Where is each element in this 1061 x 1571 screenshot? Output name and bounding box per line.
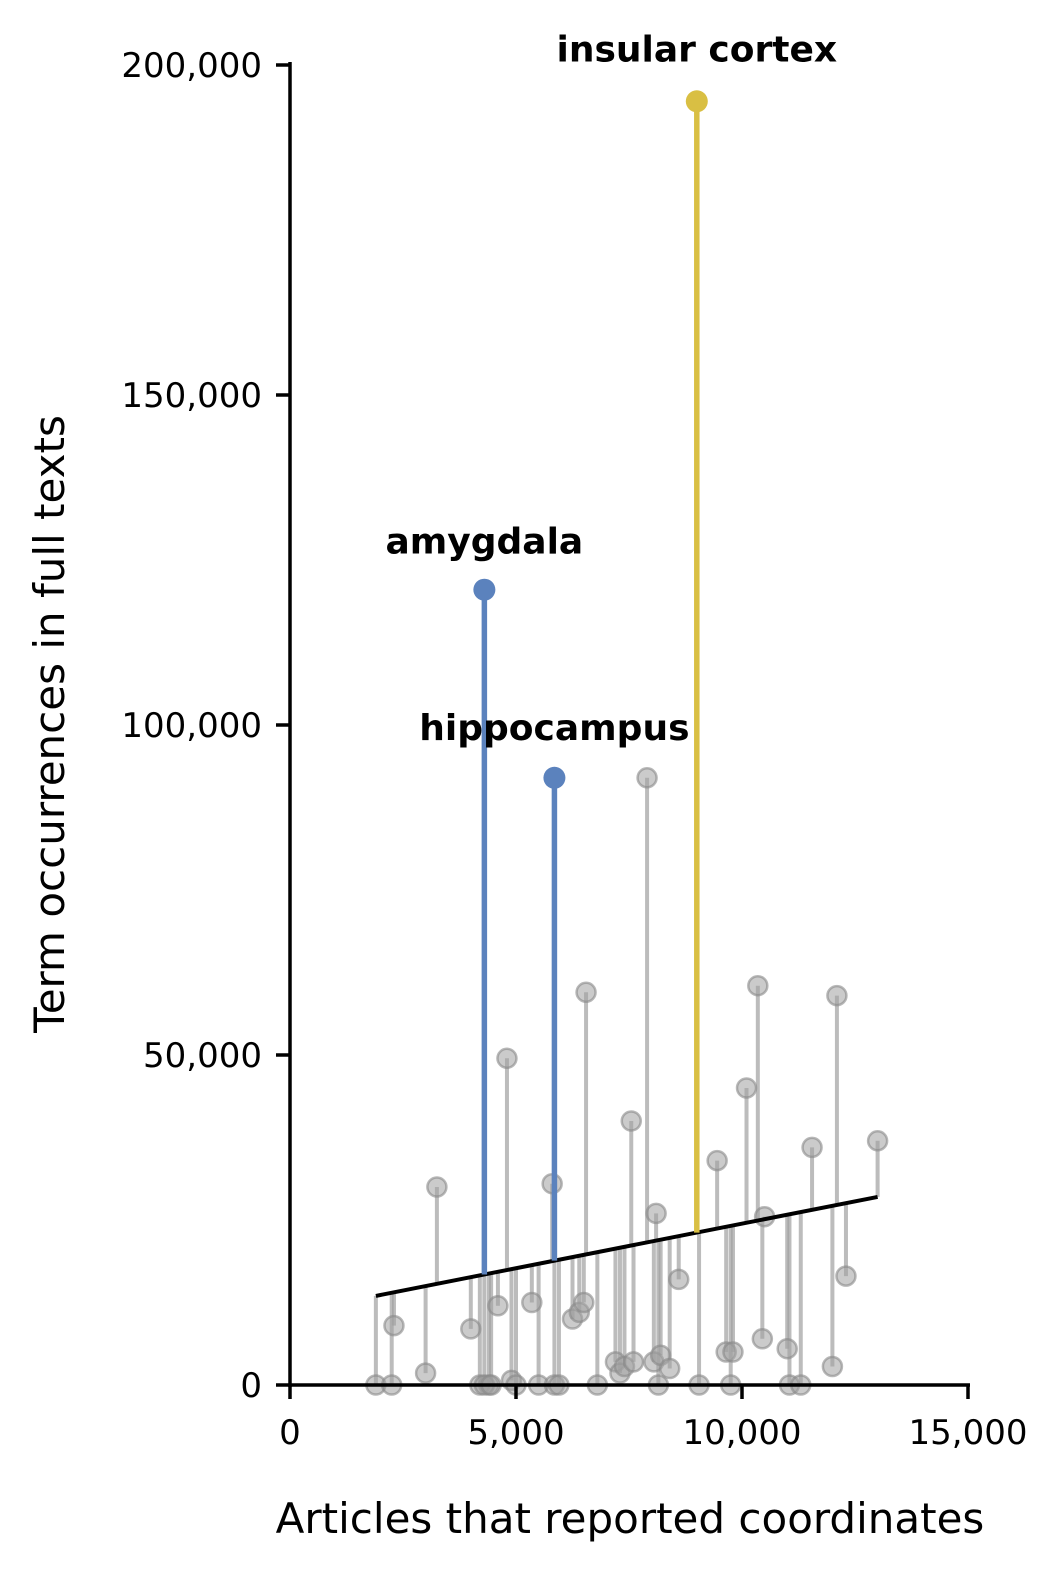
gray-point: [706, 1149, 728, 1172]
highlight-label: insular cortex: [556, 29, 837, 70]
gray-point: [487, 1295, 509, 1317]
y-tick-label: 100,000: [121, 706, 262, 746]
gray-point: [776, 1337, 798, 1360]
gray-point: [414, 1362, 437, 1384]
y-tick-label: 0: [240, 1366, 262, 1406]
y-tick-label: 150,000: [121, 376, 262, 416]
x-tick-label: 10,000: [683, 1413, 802, 1453]
gray-point: [658, 1357, 681, 1380]
gray-point: [735, 1077, 758, 1099]
gray-point: [383, 1314, 405, 1337]
gray-point: [835, 1265, 857, 1287]
gray-point: [573, 1291, 595, 1314]
gray-point: [751, 1328, 774, 1350]
highlight-point: [543, 766, 566, 789]
gray-point: [801, 1136, 823, 1159]
x-tick-label: 15,000: [909, 1413, 1028, 1453]
y-tick-label: 50,000: [143, 1036, 262, 1076]
x-tick-label: 0: [279, 1413, 301, 1453]
gray-point: [521, 1291, 543, 1314]
gray-point: [747, 974, 769, 997]
highlight-label: amygdala: [385, 522, 583, 563]
y-axis-title: Term occurrences in full texts: [25, 415, 74, 1034]
gray-point: [575, 981, 597, 1004]
gray-points-layer: [365, 767, 889, 1396]
gray-point: [722, 1341, 744, 1363]
gray-point: [622, 1351, 645, 1373]
ticks-layer: 0 5,000 10,000 15,000 0 50,000 100,000 150,000 2…: [121, 46, 1027, 1453]
trendline-layer: [375, 1194, 878, 1298]
x-tick-label: 5,000: [467, 1413, 564, 1453]
y-tick-label: 200,000: [121, 46, 262, 86]
highlight-point: [685, 90, 708, 113]
gray-point: [636, 767, 658, 789]
gray-point: [866, 1130, 889, 1152]
gray-point: [460, 1318, 482, 1340]
gray-point: [426, 1176, 448, 1198]
gray-point: [496, 1047, 518, 1070]
highlight-point: [473, 578, 496, 601]
annotations-layer: amygdala hippocampus insular cortex: [385, 29, 837, 749]
gray-point: [826, 984, 848, 1007]
gray-point: [667, 1268, 690, 1291]
trend-line: [375, 1194, 878, 1298]
gray-stems-layer: [373, 777, 880, 1385]
x-axis-title: Articles that reported coordinates: [276, 1494, 985, 1543]
gray-point: [821, 1355, 844, 1378]
highlight-label: hippocampus: [419, 708, 689, 749]
gray-point: [645, 1202, 667, 1225]
highlighted-stems-layer: [473, 90, 708, 1275]
gray-point: [620, 1110, 643, 1132]
